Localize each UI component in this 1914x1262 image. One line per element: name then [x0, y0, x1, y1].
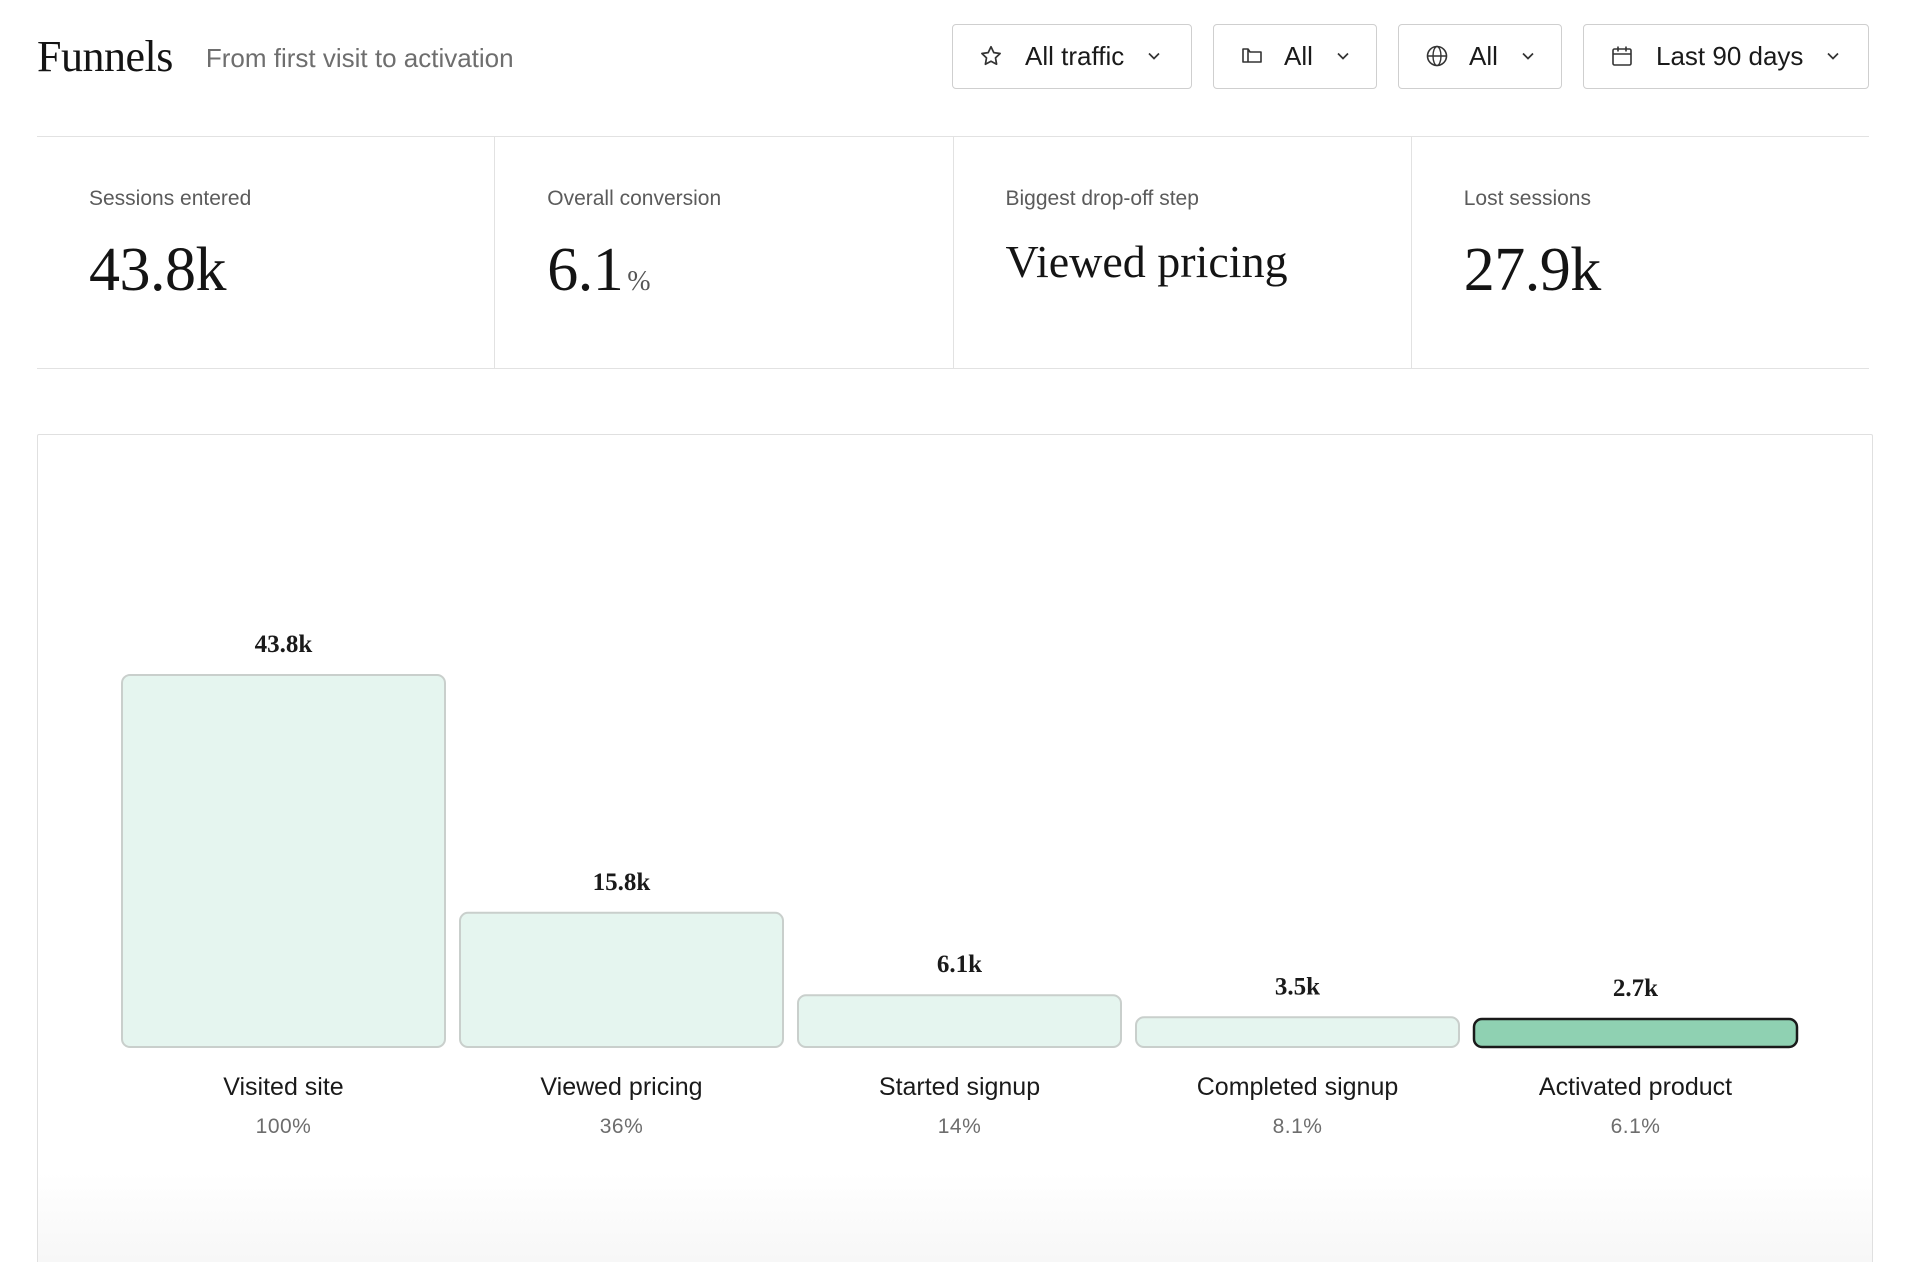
traffic-filter-label: All traffic: [1025, 40, 1125, 71]
step-percent: 14%: [938, 1115, 982, 1138]
funnel-chart-panel: 43.8k Visited site 100% 15.8k Viewed pricing…: [37, 434, 1873, 1262]
date-range-label: Last 90 days: [1656, 40, 1804, 71]
stat-lost-sessions: Lost sessions 27.9k: [1410, 137, 1869, 368]
step-label: Activated product: [1539, 1073, 1732, 1101]
calendar-icon: [1610, 43, 1636, 69]
region-filter-dropdown[interactable]: All: [1398, 23, 1562, 89]
bar-value-label: 43.8k: [255, 631, 313, 658]
bar-value-label: 3.5k: [1275, 973, 1320, 1000]
step-label: Started signup: [879, 1073, 1040, 1101]
bar-value-label: 15.8k: [593, 869, 651, 896]
stat-value: Viewed pricing: [1006, 235, 1288, 288]
folder-filter-label: All: [1284, 40, 1313, 71]
folder-filter-dropdown[interactable]: All: [1213, 23, 1377, 89]
stat-label: Biggest drop-off step: [1005, 187, 1199, 210]
chevron-down-icon: [1146, 48, 1162, 64]
step-label: Viewed pricing: [540, 1073, 702, 1101]
funnel-bar-0[interactable]: [121, 674, 446, 1048]
stat-biggest-drop-off: Biggest drop-off step Viewed pricing: [952, 137, 1411, 368]
bar-value-label: 2.7k: [1613, 975, 1658, 1002]
funnel-chart: 43.8k Visited site 100% 15.8k Viewed pricing…: [121, 631, 1799, 1138]
stat-value: 27.9k: [1463, 235, 1602, 306]
bar-value-label: 6.1k: [937, 951, 982, 978]
date-range-dropdown[interactable]: Last 90 days: [1583, 23, 1869, 89]
step-percent: 100%: [256, 1115, 312, 1138]
globe-icon: [1425, 43, 1449, 69]
stat-label: Lost sessions: [1463, 187, 1591, 210]
star-icon: [979, 43, 1005, 69]
chevron-down-icon: [1335, 48, 1351, 64]
funnel-bar-1[interactable]: [459, 911, 784, 1049]
stat-number: 6.1: [547, 236, 624, 304]
stat-number: 43.8k: [89, 236, 227, 304]
chevron-down-icon: [1520, 48, 1536, 64]
stat-overall-conversion: Overall conversion 6.1%: [494, 137, 952, 368]
region-filter-label: All: [1469, 40, 1498, 71]
funnel-bar-3[interactable]: [1135, 1016, 1460, 1049]
funnel-bar-2[interactable]: [797, 994, 1122, 1048]
stat-sessions-entered: Sessions entered 43.8k: [37, 137, 494, 368]
stat-text: Viewed pricing: [1005, 236, 1288, 287]
step-label: Completed signup: [1197, 1073, 1399, 1101]
filter-bar: All traffic All All: [952, 23, 1869, 89]
funnel-bar-4[interactable]: [1472, 1017, 1799, 1049]
stat-value: 6.1%: [547, 235, 650, 306]
traffic-filter-dropdown[interactable]: All traffic: [952, 23, 1192, 89]
page-subtitle: From first visit to activation: [205, 42, 514, 73]
stat-unit: %: [627, 266, 651, 297]
stat-label: Sessions entered: [89, 187, 252, 210]
stat-label: Overall conversion: [547, 187, 722, 210]
stats-row: Sessions entered 43.8k Overall conversio…: [37, 136, 1869, 369]
stat-number: 27.9k: [1463, 236, 1602, 304]
chevron-down-icon: [1825, 48, 1841, 64]
step-percent: 8.1%: [1273, 1115, 1323, 1138]
page-header: Funnels From first visit to activation A…: [37, 22, 1869, 90]
step-percent: 36%: [600, 1115, 644, 1138]
stat-value: 43.8k: [89, 235, 227, 306]
step-percent: 6.1%: [1611, 1115, 1661, 1138]
page-title: Funnels: [37, 31, 173, 81]
folder-icon: [1240, 43, 1264, 69]
step-label: Visited site: [223, 1073, 343, 1101]
